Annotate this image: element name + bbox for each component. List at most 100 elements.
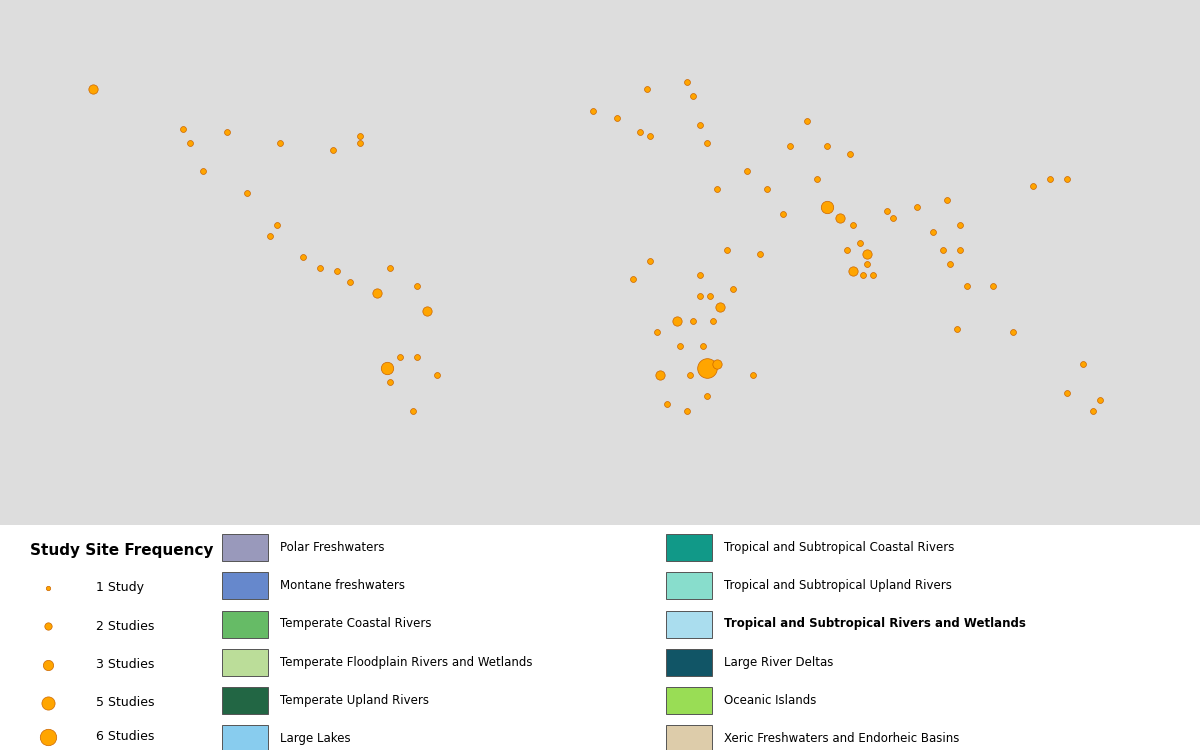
Point [934,244,953,256]
FancyBboxPatch shape [666,725,712,750]
Point [690,119,709,131]
Point [671,340,690,352]
Point [624,272,643,284]
Point [857,248,876,259]
Text: Study Site Frequency: Study Site Frequency [30,543,214,558]
Point [180,136,199,148]
FancyBboxPatch shape [222,610,268,638]
Text: Temperate Floodplain Rivers and Wetlands: Temperate Floodplain Rivers and Wetlands [280,656,532,669]
Point [797,116,816,128]
Point [838,244,857,256]
Point [1057,172,1076,184]
Point [707,183,726,195]
Point [294,251,313,263]
Point [844,266,863,278]
Point [677,76,696,88]
Text: Large River Deltas: Large River Deltas [724,656,833,669]
Point [830,211,850,223]
Point [641,130,660,142]
Point [710,302,730,313]
FancyBboxPatch shape [222,649,268,676]
Point [407,280,426,292]
Point [38,620,58,632]
FancyBboxPatch shape [222,534,268,561]
Point [697,391,716,403]
Point [38,697,58,709]
Point [270,136,289,148]
Point [840,148,859,160]
Point [808,172,827,184]
Point [650,369,670,381]
Point [677,405,696,417]
Point [774,209,793,220]
FancyBboxPatch shape [222,572,268,599]
Point [947,322,966,334]
Point [1057,387,1076,399]
Point [380,262,400,274]
Point [328,266,347,278]
Point [690,269,709,281]
Point [260,230,280,242]
Point [864,269,883,281]
Point [341,276,360,288]
Point [403,405,422,417]
Point [350,130,370,142]
Point [311,262,330,274]
Point [38,658,58,670]
Text: Temperate Coastal Rivers: Temperate Coastal Rivers [280,617,431,631]
Point [883,211,902,223]
Point [380,376,400,388]
Point [1084,405,1103,417]
Point [690,290,709,302]
Point [877,205,896,217]
Point [193,166,212,178]
Point [817,140,836,152]
Point [658,398,677,410]
Point [407,351,426,363]
Text: Tropical and Subtropical Rivers and Wetlands: Tropical and Subtropical Rivers and Wetl… [724,617,1026,631]
Point [238,187,257,199]
FancyBboxPatch shape [666,610,712,638]
FancyBboxPatch shape [222,725,268,750]
FancyBboxPatch shape [222,687,268,714]
Point [851,237,870,249]
Text: 3 Studies: 3 Studies [96,658,155,671]
Point [718,244,737,256]
Point [641,255,660,267]
Point [984,280,1003,292]
Point [607,112,626,124]
Point [694,340,713,352]
Point [38,730,58,742]
Text: Polar Freshwaters: Polar Freshwaters [280,541,384,554]
Point [427,369,446,381]
Point [217,126,236,138]
Point [780,140,799,152]
Point [84,83,103,95]
Point [1024,180,1043,192]
Text: Tropical and Subtropical Coastal Rivers: Tropical and Subtropical Coastal Rivers [724,541,954,554]
Point [637,83,656,95]
Point [958,280,977,292]
Point [390,351,409,363]
Point [937,194,956,206]
Point [418,304,437,316]
Point [1091,394,1110,406]
Point [350,136,370,148]
Point [941,258,960,270]
Point [950,244,970,256]
Point [744,369,763,381]
Point [583,105,602,117]
Text: Large Lakes: Large Lakes [280,732,350,746]
Point [844,219,863,231]
Point [324,144,343,156]
Text: 1 Study: 1 Study [96,581,144,595]
Point [647,326,666,338]
Point [750,248,769,259]
Point [268,219,287,231]
Point [853,269,872,281]
Point [377,362,396,374]
Point [630,126,649,138]
Text: 6 Studies: 6 Studies [96,730,155,743]
Point [697,362,716,374]
FancyBboxPatch shape [666,687,712,714]
